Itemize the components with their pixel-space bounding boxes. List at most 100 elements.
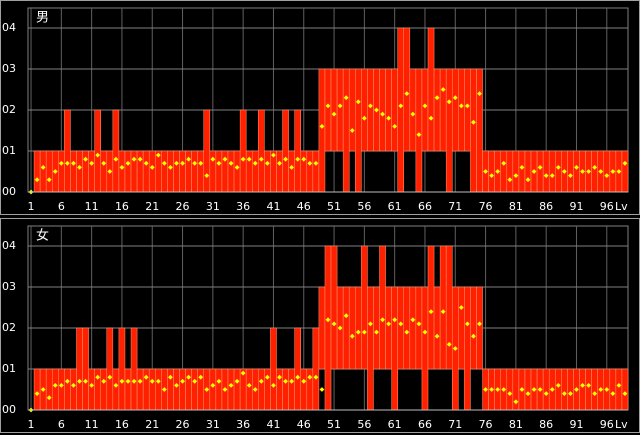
bar [167,150,174,193]
bar [476,68,483,193]
mean-marker [422,103,428,109]
bar [361,245,368,370]
mean-marker [349,128,355,133]
x-tick-label: 6 [58,200,65,213]
mean-marker [161,160,167,166]
mean-marker [252,160,258,166]
bar [445,245,453,370]
mean-marker [40,387,46,392]
bar [470,68,477,193]
x-tick-label: 61 [388,418,402,431]
mean-marker [604,387,610,392]
y-tick-label: 04 [2,21,16,34]
mean-marker [452,95,458,101]
bar [306,150,314,193]
mean-marker [477,321,482,327]
mean-marker [204,173,210,178]
mean-marker [325,103,331,109]
mean-marker [246,156,252,162]
bar [615,368,623,411]
bar [282,368,289,411]
mean-marker [234,165,240,170]
bar [148,150,156,193]
bar [621,150,629,193]
bar [342,68,350,193]
mean-marker [489,387,495,392]
mean-marker [228,383,234,388]
bar [294,109,301,193]
mean-marker [434,95,440,101]
mean-marker [343,95,349,101]
mean-marker [137,378,143,384]
bar [136,368,144,411]
bar [427,245,435,370]
mean-marker [283,378,288,384]
bar [276,150,283,193]
panel-title: 男 [36,11,49,26]
mean-marker [168,374,173,380]
mean-marker [125,160,131,166]
bar [294,327,301,411]
bar [330,245,338,370]
bar [58,150,65,193]
mean-marker [307,160,313,166]
mean-marker [501,160,507,166]
mean-marker [246,383,252,388]
mean-marker [331,321,337,327]
mean-marker [89,383,95,388]
mean-marker [513,399,519,405]
bar [112,109,120,193]
mean-marker [258,378,264,384]
x-tick-label: 81 [509,200,523,213]
mean-marker [192,378,198,384]
mean-marker [155,152,161,158]
mean-marker [622,160,628,166]
mean-marker [319,387,325,392]
mean-marker [519,165,525,170]
bar [155,368,162,411]
bar [524,150,532,193]
mean-marker [404,91,410,96]
bar [403,27,411,152]
x-tick-label: 16 [115,200,129,213]
bar [300,368,308,411]
mean-marker [264,160,270,166]
bar [585,368,592,411]
mean-marker [483,387,488,392]
bar [421,286,429,411]
x-tick-label: 66 [418,418,432,431]
bar [415,286,423,370]
mean-marker [519,387,525,392]
bar [76,150,83,193]
bar [312,327,320,411]
bar [106,327,114,411]
mean-marker [361,329,367,335]
x-tick-label: 11 [85,418,99,431]
bar [342,286,350,370]
y-tick-label: 03 [2,280,16,293]
bar [239,109,247,193]
mean-marker [131,378,137,384]
mean-marker [404,329,410,335]
mean-marker [495,387,501,392]
mean-marker [198,160,204,166]
bar [39,150,47,193]
x-tick-label: 71 [448,418,462,431]
bar [548,150,556,193]
x-tick-label: 61 [388,200,402,213]
mean-marker [58,383,64,388]
bar [567,150,574,193]
bar [421,68,429,152]
mean-marker [561,391,567,396]
mean-marker [174,160,179,166]
bar [403,286,411,370]
bar [427,27,435,152]
mean-marker [271,152,276,158]
x-tick-label: 96 [600,418,614,431]
bar [433,286,441,370]
mean-marker [192,160,198,166]
mean-marker [210,156,216,162]
mean-marker [101,378,107,384]
y-tick-label: 04 [2,239,16,252]
mean-marker [410,111,416,117]
